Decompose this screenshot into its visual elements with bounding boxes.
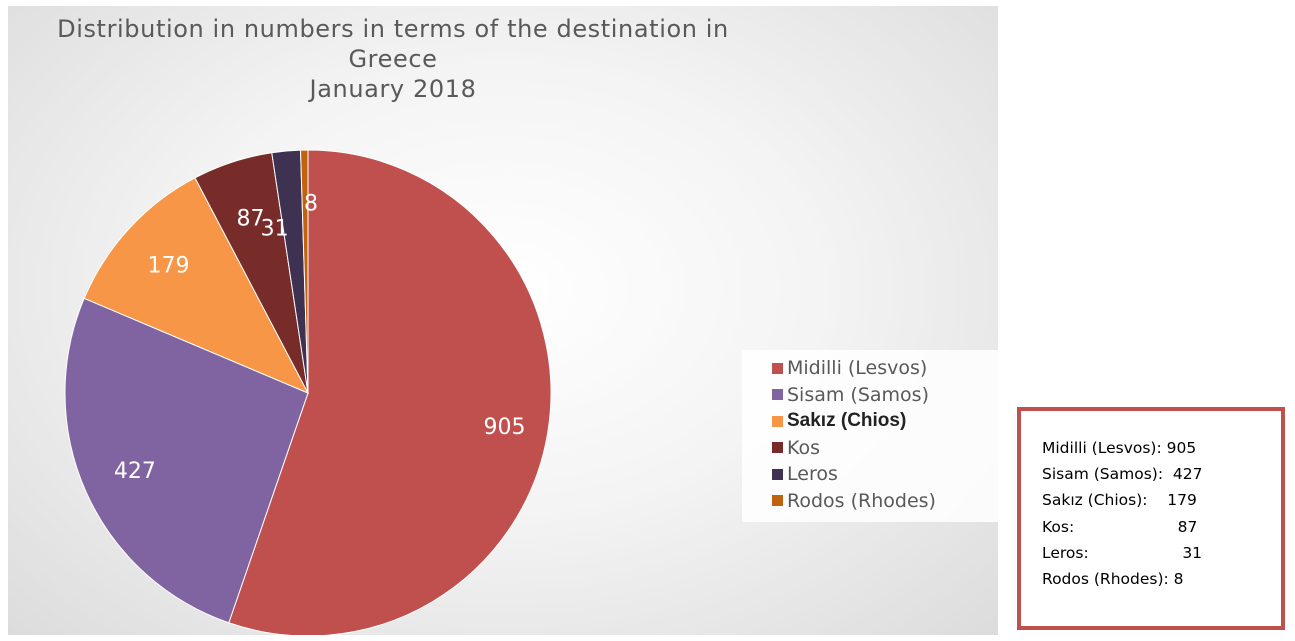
legend-label: Rodos (Rhodes): [787, 489, 936, 512]
chart-title-line-2: Greece: [348, 45, 438, 73]
legend-label: Sakız (Chios): [787, 410, 907, 431]
data-label-sak-z-chios: 179: [147, 254, 189, 279]
summary-line: Sisam (Samos): 427: [1042, 465, 1203, 484]
data-label-leros: 31: [261, 217, 289, 242]
legend-swatch: [772, 442, 783, 453]
summary-line: Sakız (Chios): 179: [1042, 491, 1197, 510]
summary-line: Kos: 87: [1042, 517, 1198, 536]
data-label-kos: 87: [236, 207, 264, 232]
pie-slice-sak-z-chios: [83, 177, 310, 395]
summary-line: Leros: 31: [1042, 543, 1203, 562]
summary-box: Midilli (Lesvos): 905 Sisam (Samos): 427 S…: [1017, 407, 1285, 630]
chart-legend: Midilli (Lesvos) Sisam (Samos) Sakız (Chio…: [742, 350, 998, 522]
legend-item-sak-z-chios: Sakız (Chios): [772, 409, 906, 433]
data-label-sisam-samos: 427: [114, 459, 156, 484]
legend-label: Midilli (Lesvos): [787, 357, 928, 379]
legend-swatch: [772, 468, 783, 480]
legend-swatch: [772, 495, 783, 506]
chart-panel: Distribution in numbers in terms of the …: [8, 6, 998, 635]
summary-line: Rodos (Rhodes): 8: [1042, 570, 1184, 588]
legend-swatch: [772, 415, 783, 427]
summary-line: Midilli (Lesvos): 905: [1042, 439, 1197, 457]
pie-slice-sisam-samos: [64, 297, 309, 624]
chart-title-line-1: Distribution in numbers in terms of the …: [57, 15, 729, 43]
legend-swatch: [772, 362, 783, 374]
legend-label: Kos: [787, 436, 821, 459]
legend-item-kos: Kos: [772, 436, 820, 460]
data-label-midilli-lesvos: 905: [484, 415, 526, 440]
chart-title: Distribution in numbers in terms of the …: [8, 14, 778, 104]
legend-item-sisam-samos: Sisam (Samos): [772, 383, 929, 407]
pie-slice-midilli-lesvos: [228, 149, 552, 635]
legend-swatch: [772, 389, 783, 400]
legend-item-midilli-lesvos: Midilli (Lesvos): [772, 356, 927, 380]
legend-item-rodos-rhodes: Rodos (Rhodes): [772, 489, 936, 513]
chart-title-line-3: January 2018: [309, 75, 477, 103]
legend-label: Sisam (Samos): [787, 383, 929, 406]
legend-item-leros: Leros: [772, 462, 838, 486]
legend-label: Leros: [787, 463, 838, 485]
pie-slice-rodos-rhodes: [300, 149, 309, 394]
data-label-rodos-rhodes: 8: [304, 192, 318, 217]
